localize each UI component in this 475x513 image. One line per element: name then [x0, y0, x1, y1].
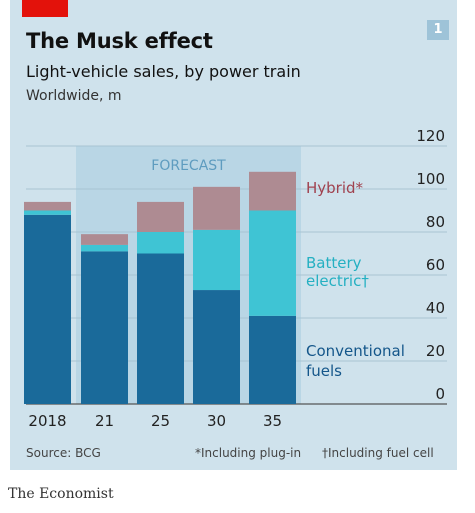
bar-hybrid-35 — [249, 171, 296, 211]
bar-conventional-35 — [249, 315, 296, 404]
publisher-logo: The Economist — [8, 486, 114, 502]
series-label-conventional: Conventional fuels — [306, 342, 405, 380]
series-label-hybrid: Hybrid* — [306, 179, 364, 197]
forecast-label: FORECAST — [151, 158, 226, 174]
chart-title: The Musk effect — [26, 29, 213, 53]
source-note: Source: BCG — [26, 446, 101, 460]
y-tick-label-40: 40 — [426, 299, 445, 317]
battery-footnote: †Including fuel cell — [322, 446, 434, 460]
y-tick-label-0: 0 — [435, 385, 445, 403]
bar-battery-30 — [193, 229, 240, 291]
bar-hybrid-30 — [193, 186, 240, 230]
series-label-battery: Battery electric† — [306, 254, 369, 290]
bar-hybrid-21 — [81, 234, 128, 245]
x-tick-label-2018: 2018 — [28, 412, 66, 430]
brand-tab — [22, 0, 68, 17]
x-tick-label-35: 35 — [263, 412, 282, 430]
bar-battery-35 — [249, 210, 296, 316]
bar-conventional-21 — [81, 251, 128, 404]
bar-conventional-25 — [137, 253, 184, 404]
bar-battery-25 — [137, 232, 184, 254]
bar-battery-21 — [81, 244, 128, 252]
hybrid-footnote: *Including plug-in — [195, 446, 302, 460]
chart-units: Worldwide, m — [26, 88, 122, 104]
y-tick-label-120: 120 — [416, 127, 445, 145]
y-tick-label-80: 80 — [426, 213, 445, 231]
chart-subtitle: Light-vehicle sales, by power train — [26, 62, 301, 81]
chart-number-badge: 1 — [427, 20, 449, 40]
x-tick-label-30: 30 — [207, 412, 226, 430]
y-tick-label-60: 60 — [426, 256, 445, 274]
bar-hybrid-2018 — [24, 201, 71, 211]
bar-conventional-30 — [193, 290, 240, 404]
x-tick-label-25: 25 — [151, 412, 170, 430]
bar-hybrid-25 — [137, 201, 184, 232]
y-tick-label-20: 20 — [426, 342, 445, 360]
bar-battery-2018 — [24, 210, 71, 215]
x-tick-label-21: 21 — [95, 412, 114, 430]
bar-conventional-2018 — [24, 214, 71, 404]
y-tick-label-100: 100 — [416, 170, 445, 188]
